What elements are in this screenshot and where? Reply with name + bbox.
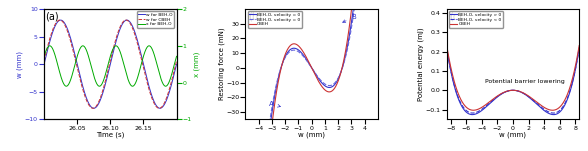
BEH-O, velocity = 0 <box>346 33 353 34</box>
CBEH <box>443 45 450 47</box>
X-axis label: w (mm): w (mm) <box>298 132 325 138</box>
CBEH <box>547 109 554 111</box>
BEH-O, velocity < 0 <box>443 48 450 49</box>
Legend: w for BEH-O, w for CBEH, x for BEH-O: w for BEH-O, w for CBEH, x for BEH-O <box>137 11 174 28</box>
Legend: BEH-O, velocity > 0, BEH-O, velocity < 0, CBEH: BEH-O, velocity > 0, BEH-O, velocity < 0… <box>449 11 503 28</box>
Y-axis label: Potential energy (mJ): Potential energy (mJ) <box>417 27 424 101</box>
CBEH <box>572 65 579 67</box>
Text: Potential barrier lowering: Potential barrier lowering <box>485 79 564 84</box>
BEH-O, velocity < 0 <box>572 68 579 70</box>
BEH-O, velocity < 0 <box>504 90 511 92</box>
BEH-O, velocity < 0 <box>450 81 457 83</box>
CBEH <box>504 90 511 92</box>
Y-axis label: x (mm): x (mm) <box>193 51 200 77</box>
Line: BEH-O, velocity < 0: BEH-O, velocity < 0 <box>447 48 579 113</box>
CBEH <box>470 109 477 111</box>
CBEH <box>576 45 583 47</box>
BEH-O, velocity > 0 <box>469 114 476 116</box>
Legend: BEH-O, velocity = 0, BEH-O, velocity = 0, CBEH: BEH-O, velocity = 0, BEH-O, velocity = 0… <box>248 11 302 28</box>
BEH-O, velocity < 0 <box>572 69 579 71</box>
Text: (c): (c) <box>449 11 462 21</box>
Line: BEH-O, velocity > 0: BEH-O, velocity > 0 <box>447 48 579 115</box>
BEH-O, velocity > 0 <box>504 90 511 92</box>
Line: BEH-O, velocity = 0: BEH-O, velocity = 0 <box>245 0 378 151</box>
BEH-O, velocity = 0 <box>303 59 310 61</box>
CBEH <box>450 78 457 80</box>
BEH-O, velocity = 0 <box>306 64 313 66</box>
BEH-O, velocity < 0 <box>547 112 554 114</box>
Text: (a): (a) <box>45 11 59 21</box>
Text: (b): (b) <box>248 11 262 21</box>
BEH-O, velocity < 0 <box>507 90 514 91</box>
BEH-O, velocity > 0 <box>572 69 579 70</box>
Text: A: A <box>269 101 280 107</box>
CBEH <box>303 56 310 58</box>
BEH-O, velocity = 0 <box>303 58 310 60</box>
BEH-O, velocity > 0 <box>547 113 554 115</box>
BEH-O, velocity > 0 <box>572 69 579 71</box>
BEH-O, velocity > 0 <box>507 89 514 91</box>
Y-axis label: Restoring force (mN): Restoring force (mN) <box>218 28 225 100</box>
Line: CBEH: CBEH <box>447 46 579 110</box>
CBEH <box>572 65 579 67</box>
CBEH <box>346 23 353 25</box>
BEH-O, velocity < 0 <box>576 48 583 49</box>
CBEH <box>507 89 514 91</box>
BEH-O, velocity > 0 <box>450 82 457 84</box>
Line: BEH-O, velocity = 0: BEH-O, velocity = 0 <box>245 0 378 151</box>
BEH-O, velocity > 0 <box>443 47 450 49</box>
BEH-O, velocity = 0 <box>346 37 353 39</box>
BEH-O, velocity < 0 <box>550 112 557 114</box>
BEH-O, velocity = 0 <box>306 64 313 66</box>
BEH-O, velocity > 0 <box>576 47 583 49</box>
Line: CBEH: CBEH <box>245 0 378 151</box>
X-axis label: Time (s): Time (s) <box>96 132 125 138</box>
Text: B: B <box>343 14 356 22</box>
CBEH <box>306 63 313 65</box>
X-axis label: w (mm): w (mm) <box>499 132 526 138</box>
Y-axis label: w (mm): w (mm) <box>17 51 24 78</box>
